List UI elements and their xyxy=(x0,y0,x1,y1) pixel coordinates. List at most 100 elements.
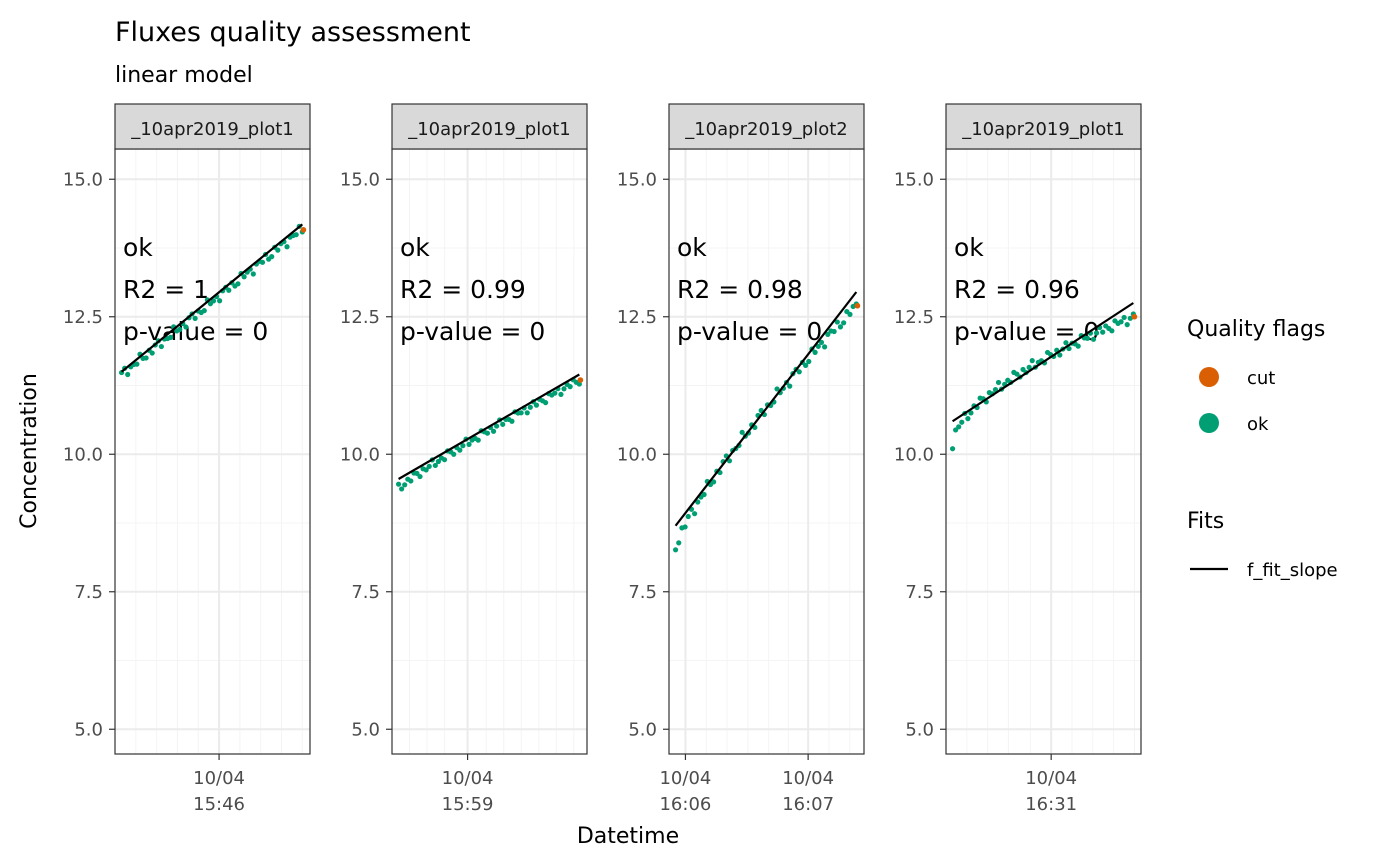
data-point-ok xyxy=(533,402,540,408)
data-point-ok xyxy=(1063,340,1069,346)
data-point-ok xyxy=(1075,343,1081,349)
y-tick-label: 12.5 xyxy=(894,307,934,328)
data-point-ok xyxy=(812,349,818,355)
y-tick-label: 10.0 xyxy=(63,444,103,465)
data-point-ok xyxy=(417,473,423,480)
data-point-ok xyxy=(1066,345,1072,352)
y-tick-label: 7.5 xyxy=(628,582,657,603)
data-point-ok xyxy=(837,324,844,330)
data-point-ok xyxy=(1127,315,1133,321)
data-point-ok xyxy=(567,384,573,390)
y-tick-label: 12.5 xyxy=(63,307,103,328)
x-tick-label: 15:46 xyxy=(193,794,245,815)
fit-line xyxy=(398,373,580,480)
data-point-ok xyxy=(802,362,809,368)
x-tick-label: 16:07 xyxy=(782,794,834,815)
y-tick-label: 10.0 xyxy=(894,444,934,465)
data-point-ok xyxy=(558,391,564,398)
data-point-ok xyxy=(711,479,717,485)
data-point-ok xyxy=(441,457,448,463)
data-point-ok xyxy=(831,328,837,335)
data-point-ok xyxy=(1124,322,1130,328)
panel-background xyxy=(669,149,864,754)
facet-panels: ok R2 = 1 p-value = 0 _10apr2019_plot1 5.0 7.… xyxy=(63,103,1142,815)
fit-line xyxy=(120,223,304,373)
data-point-ok xyxy=(408,478,414,484)
data-point-ok xyxy=(1093,330,1100,336)
data-point-cut xyxy=(1131,313,1138,320)
data-point-ok xyxy=(500,421,506,427)
data-point-ok xyxy=(241,274,247,280)
legend-key-point xyxy=(1199,367,1219,387)
data-point-ok xyxy=(167,334,174,340)
panel-annotation: R2 = 0.98 xyxy=(677,275,803,304)
legend-label: cut xyxy=(1247,368,1275,389)
data-point-ok xyxy=(395,481,402,487)
data-point-ok xyxy=(992,387,999,393)
data-point-ok xyxy=(466,441,472,447)
data-point-ok xyxy=(739,429,745,435)
panel-annotation: p-value = 0 xyxy=(677,317,822,346)
facet-strip xyxy=(391,103,588,150)
panel-annotation: ok xyxy=(677,233,707,262)
fit-line xyxy=(951,302,1134,423)
data-point-ok xyxy=(426,463,432,470)
data-point-ok xyxy=(192,315,198,321)
panel-annotation: R2 = 0.96 xyxy=(954,275,1080,304)
data-point-ok xyxy=(149,350,155,356)
y-tick-label: 10.0 xyxy=(617,444,657,465)
data-point-ok xyxy=(822,344,828,350)
data-point-ok xyxy=(959,419,965,425)
data-point-ok xyxy=(685,513,691,520)
data-point-ok xyxy=(460,443,466,449)
data-point-ok xyxy=(806,358,812,365)
panel-annotation: ok xyxy=(400,233,430,262)
data-point-ok xyxy=(490,428,497,434)
data-point-ok xyxy=(518,410,524,416)
y-tick-label: 5.0 xyxy=(74,719,103,740)
data-point-ok xyxy=(457,447,463,453)
legend-title: Quality flags xyxy=(1187,317,1325,342)
data-point-ok xyxy=(787,383,793,389)
data-point-ok xyxy=(682,524,688,530)
data-point-ok xyxy=(451,451,457,457)
data-point-ok xyxy=(841,320,847,326)
y-tick-label: 5.0 xyxy=(905,719,934,740)
data-point-ok xyxy=(125,371,131,378)
legend-label: ok xyxy=(1247,414,1269,435)
facet-panel: ok R2 = 0.99 p-value = 0 _10apr2019_plot1 5.… xyxy=(340,103,588,815)
data-point-ok xyxy=(1029,358,1035,364)
data-point-ok xyxy=(210,298,217,304)
y-tick-label: 15.0 xyxy=(617,169,657,190)
x-tick-label: 10/04 xyxy=(1025,768,1077,789)
data-point-ok xyxy=(834,319,840,325)
data-point-ok xyxy=(1090,336,1097,342)
x-tick-label: 16:06 xyxy=(659,794,711,815)
data-point-ok xyxy=(1084,335,1090,341)
data-point-ok xyxy=(672,547,679,553)
x-tick-label: 10/04 xyxy=(193,768,245,789)
data-point-ok xyxy=(956,424,962,430)
data-point-ok xyxy=(1057,352,1063,358)
facet-panel: ok R2 = 1 p-value = 0 _10apr2019_plot1 5.0 7.… xyxy=(63,103,311,815)
data-point-ok xyxy=(226,287,232,293)
legend-label: f_fit_slope xyxy=(1247,560,1338,581)
y-tick-label: 5.0 xyxy=(628,719,657,740)
data-point-cut xyxy=(854,302,861,309)
data-point-ok xyxy=(701,491,707,498)
data-point-ok xyxy=(217,298,223,304)
y-tick-label: 7.5 xyxy=(905,582,934,603)
x-tick-label: 15:59 xyxy=(442,794,494,815)
data-point-ok xyxy=(259,259,266,265)
data-point-ok xyxy=(796,369,802,375)
data-point-ok xyxy=(774,386,780,392)
chart-title: Fluxes quality assessment xyxy=(115,17,471,48)
x-tick-label: 10/04 xyxy=(782,768,834,789)
y-tick-label: 15.0 xyxy=(340,169,380,190)
data-point-ok xyxy=(134,361,140,367)
data-point-ok xyxy=(293,232,299,238)
data-point-ok xyxy=(543,400,549,406)
data-point-ok xyxy=(269,254,275,260)
data-point-ok xyxy=(561,386,567,392)
